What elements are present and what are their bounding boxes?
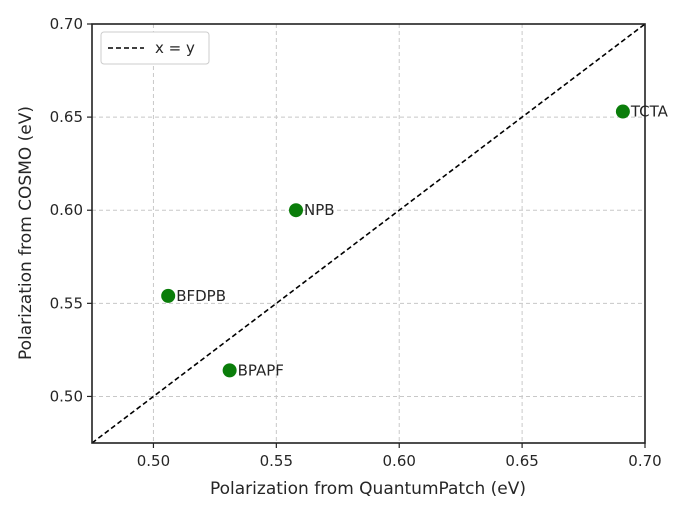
- data-point: [161, 288, 176, 303]
- plot-frame: [91, 23, 646, 444]
- x-tick-label: 0.70: [628, 452, 661, 470]
- legend: x = y: [100, 31, 210, 65]
- y-tick-label: 0.70: [50, 15, 83, 33]
- legend-label: x = y: [155, 39, 195, 57]
- data-point: [615, 104, 630, 119]
- y-axis-label: Polarization from COSMO (eV): [16, 106, 36, 360]
- point-label: TCTA: [630, 103, 669, 121]
- x-axis-ticks: 0.50 0.55 0.60 0.65 0.70: [137, 443, 662, 470]
- data-point: [288, 203, 303, 218]
- y-tick-label: 0.60: [50, 201, 83, 219]
- y-tick-label: 0.50: [50, 387, 83, 405]
- x-equals-y-line: [91, 23, 646, 444]
- x-tick-label: 0.55: [260, 452, 293, 470]
- point-label: NPB: [304, 201, 335, 219]
- x-tick-label: 0.60: [383, 452, 416, 470]
- x-axis-label: Polarization from QuantumPatch (eV): [210, 479, 526, 499]
- point-label: BPAPF: [238, 361, 284, 379]
- y-tick-label: 0.65: [50, 108, 83, 126]
- data-point: [222, 363, 237, 378]
- x-tick-label: 0.65: [505, 452, 538, 470]
- data-points: BFDPB BPAPF NPB TCTA: [161, 103, 669, 379]
- legend-box: [100, 31, 210, 65]
- point-label: BFDPB: [176, 287, 226, 305]
- y-tick-label: 0.55: [50, 294, 83, 312]
- x-tick-label: 0.50: [137, 452, 170, 470]
- y-axis-ticks: 0.50 0.55 0.60 0.65 0.70: [50, 15, 92, 405]
